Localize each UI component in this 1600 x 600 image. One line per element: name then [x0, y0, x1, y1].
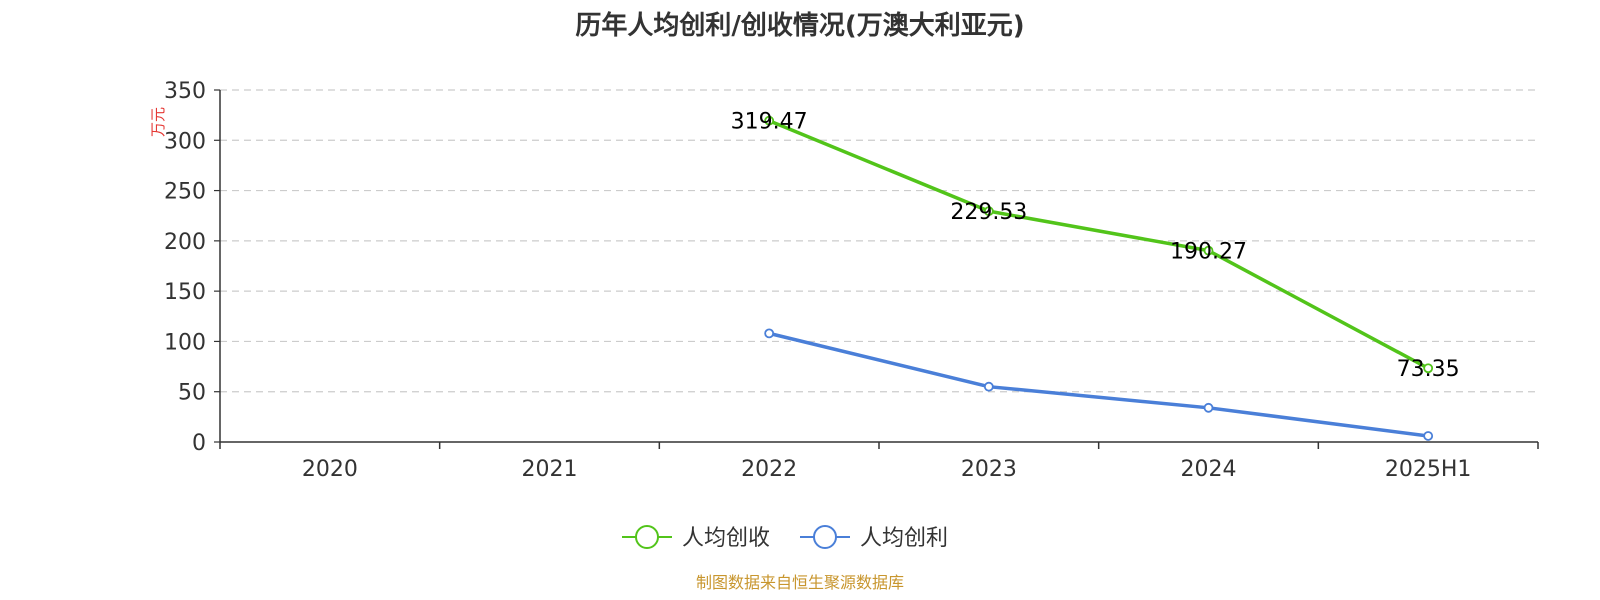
data-point[interactable] — [1203, 245, 1214, 256]
legend-item-0[interactable]: 人均创收 — [622, 525, 770, 551]
chart-title: 历年人均创利/创收情况(万澳大利亚元) — [575, 10, 1024, 41]
series-layer: 319.47 229.53 190.27 73.35 — [731, 110, 1460, 441]
data-label: 319.47 — [731, 110, 808, 135]
y-tick-label: 200 — [164, 230, 206, 255]
x-tick-labels: 2020 2021 2022 2023 2024 2025H1 — [302, 457, 1472, 482]
x-tick-label: 2022 — [741, 457, 797, 482]
y-tick-label: 250 — [164, 180, 206, 205]
series-1 — [764, 328, 1434, 441]
y-tick-label: 0 — [192, 431, 206, 456]
x-tick-label: 2021 — [522, 457, 578, 482]
legend-item-1[interactable]: 人均创利 — [800, 525, 948, 551]
x-tick-label: 2023 — [961, 457, 1017, 482]
y-tick-label: 50 — [178, 381, 206, 406]
data-point[interactable] — [983, 206, 994, 217]
data-point[interactable] — [764, 328, 775, 339]
grid-lines — [220, 89, 1538, 393]
data-point[interactable] — [1423, 431, 1434, 441]
x-tick-label: 2025H1 — [1385, 457, 1472, 482]
data-point[interactable] — [764, 115, 775, 126]
x-tick-label: 2020 — [302, 457, 358, 482]
y-tick-label: 150 — [164, 280, 206, 305]
legend-label: 人均创利 — [860, 526, 948, 551]
y-tick-label: 100 — [164, 330, 206, 355]
y-tick-labels: 0 50 100 150 200 250 300 350 — [164, 79, 206, 456]
data-point[interactable] — [983, 381, 994, 392]
y-axis-unit: 万元 — [149, 107, 167, 137]
legend-marker — [635, 525, 659, 549]
legend[interactable]: 人均创收 人均创利 — [622, 525, 948, 551]
series-line — [768, 119, 1429, 370]
data-source-note: 制图数据来自恒生聚源数据库 — [696, 573, 904, 592]
data-label: 229.53 — [950, 200, 1027, 225]
x-tick-label: 2024 — [1181, 457, 1237, 482]
y-tick-label: 300 — [164, 129, 206, 154]
data-point[interactable] — [1423, 363, 1434, 374]
series-line — [768, 331, 1429, 438]
series-0: 319.47 229.53 190.27 73.35 — [731, 110, 1460, 383]
axes — [214, 89, 1539, 449]
y-tick-label: 350 — [164, 79, 206, 104]
data-label: 73.35 — [1397, 357, 1460, 382]
legend-marker — [813, 525, 837, 549]
data-point[interactable] — [1203, 402, 1214, 413]
data-label: 190.27 — [1170, 240, 1247, 265]
legend-label: 人均创收 — [682, 526, 770, 551]
